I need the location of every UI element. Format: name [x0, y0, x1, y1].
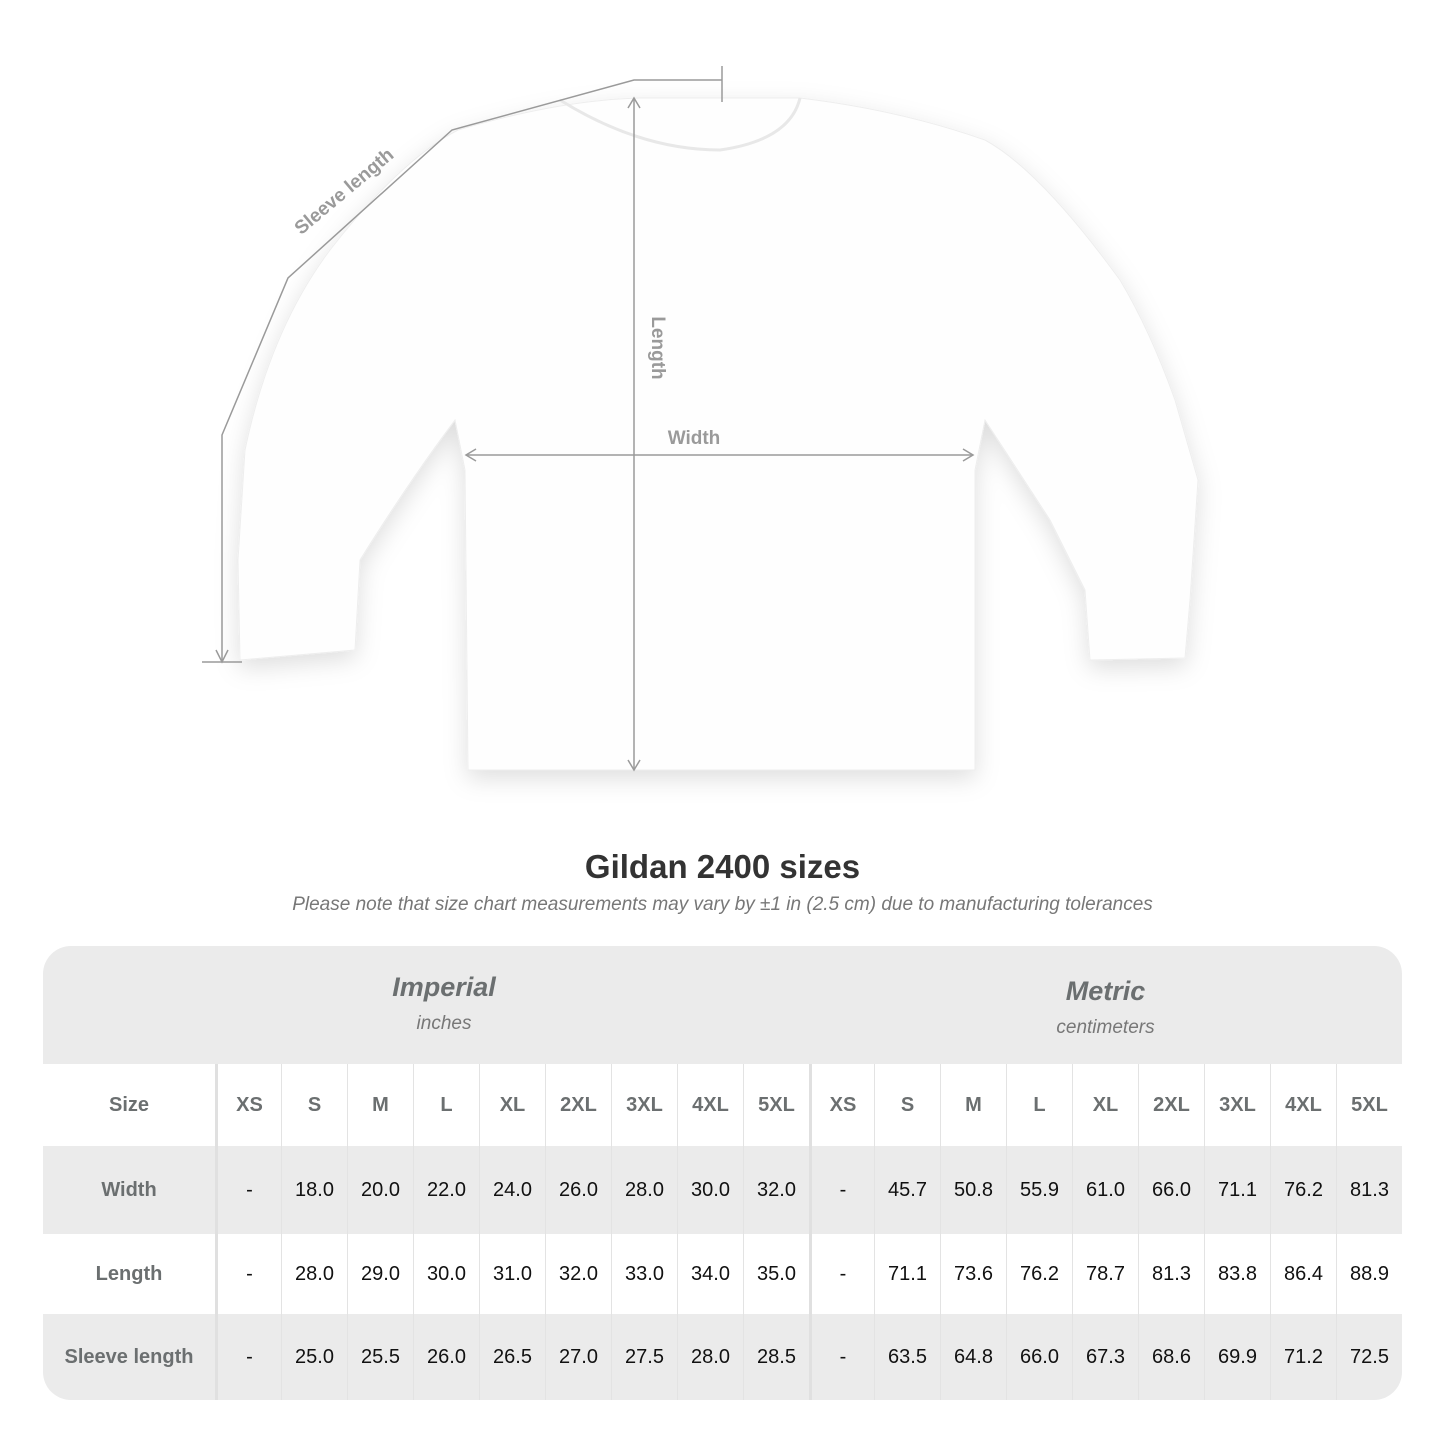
imperial-title: Imperial — [392, 972, 496, 1002]
imperial-header: Imperial inches — [215, 972, 673, 1035]
size-header-cell: 4XL — [677, 1064, 743, 1146]
imperial-value-cell: 18.0 — [281, 1146, 347, 1234]
metric-value-cell: 73.6 — [940, 1234, 1006, 1314]
imperial-value-cell: 29.0 — [347, 1234, 413, 1314]
row-label: Length — [95, 1262, 163, 1285]
metric-title: Metric — [1065, 976, 1146, 1006]
metric-value-cell: 55.9 — [1006, 1146, 1072, 1234]
imperial-value-cell: 27.5 — [611, 1314, 677, 1400]
shirt-diagram: Sleeve length Length Width — [202, 66, 1199, 772]
imperial-value-cell: 32.0 — [743, 1146, 809, 1234]
imperial-value-cell: 35.0 — [743, 1234, 809, 1314]
imperial-value-cell: 33.0 — [611, 1234, 677, 1314]
metric-value-cell: 66.0 — [1138, 1146, 1204, 1234]
imperial-value-cell: 25.5 — [347, 1314, 413, 1400]
metric-value-cell: - — [809, 1146, 874, 1234]
metric-value-cell: - — [809, 1314, 874, 1400]
size-header-cell: L — [413, 1064, 479, 1146]
metric-value-cell: 69.9 — [1204, 1314, 1270, 1400]
metric-value-cell: 88.9 — [1336, 1234, 1402, 1314]
shirt-shape — [237, 97, 1199, 771]
metric-value-cell: - — [809, 1234, 874, 1314]
imperial-value-cell: 26.0 — [413, 1314, 479, 1400]
size-header-cell: 4XL — [1270, 1064, 1336, 1146]
tolerance-note: Please note that size chart measurements… — [292, 894, 1153, 915]
row-label: Sleeve length — [64, 1345, 194, 1368]
metric-value-cell: 83.8 — [1204, 1234, 1270, 1314]
metric-value-cell: 76.2 — [1006, 1234, 1072, 1314]
imperial-value-cell: 24.0 — [479, 1146, 545, 1234]
row-label: Size — [108, 1093, 150, 1116]
metric-value-cell: 71.1 — [874, 1234, 940, 1314]
metric-value-cell: 64.8 — [940, 1314, 1006, 1400]
metric-value-cell: 71.1 — [1204, 1146, 1270, 1234]
width-label: Width — [668, 428, 721, 449]
imperial-value-cell: 27.0 — [545, 1314, 611, 1400]
metric-value-cell: 81.3 — [1336, 1146, 1402, 1234]
imperial-value-cell: 25.0 — [281, 1314, 347, 1400]
length-arrow — [627, 96, 641, 772]
imperial-value-cell: - — [215, 1314, 281, 1400]
size-header-cell: XS — [809, 1064, 874, 1146]
table-row: Sleeve length -25.0 25.5 26.0 26.5 27.0 27.5 28… — [43, 1314, 1402, 1400]
metric-value-cell: 45.7 — [874, 1146, 940, 1234]
metric-value-cell: 81.3 — [1138, 1234, 1204, 1314]
width-arrow — [464, 448, 975, 462]
metric-unit: centimeters — [1056, 1017, 1155, 1038]
size-table: Imperial inches Metric centimeters Size X… — [43, 946, 1402, 1400]
size-header-cell: S — [874, 1064, 940, 1146]
size-header-cell: XL — [479, 1064, 545, 1146]
size-header-cell: 3XL — [611, 1064, 677, 1146]
size-header-cell: M — [940, 1064, 1006, 1146]
imperial-unit: inches — [416, 1013, 472, 1034]
metric-value-cell: 66.0 — [1006, 1314, 1072, 1400]
metric-value-cell: 61.0 — [1072, 1146, 1138, 1234]
metric-value-cell: 76.2 — [1270, 1146, 1336, 1234]
row-label: Width — [101, 1178, 157, 1201]
size-header-cell: XL — [1072, 1064, 1138, 1146]
imperial-value-cell: 30.0 — [677, 1146, 743, 1234]
imperial-value-cell: 20.0 — [347, 1146, 413, 1234]
size-header-cell: 2XL — [1138, 1064, 1204, 1146]
metric-value-cell: 50.8 — [940, 1146, 1006, 1234]
size-header-cell: S — [281, 1064, 347, 1146]
imperial-value-cell: - — [215, 1234, 281, 1314]
table-row: Width -18.0 20.0 22.0 24.0 26.0 28.0 30.0 32.0-4… — [43, 1146, 1402, 1234]
unit-header-band — [43, 946, 1402, 1064]
size-header-cell: M — [347, 1064, 413, 1146]
table-row: Length -28.0 29.0 30.0 31.0 32.0 33.0 34.0 35.0-… — [43, 1234, 1402, 1314]
sleeve-length-line — [202, 66, 723, 664]
metric-value-cell: 78.7 — [1072, 1234, 1138, 1314]
imperial-value-cell: 32.0 — [545, 1234, 611, 1314]
imperial-value-cell: 26.0 — [545, 1146, 611, 1234]
metric-value-cell: 71.2 — [1270, 1314, 1336, 1400]
metric-header: Metric centimeters — [809, 976, 1402, 1039]
imperial-value-cell: - — [215, 1146, 281, 1234]
imperial-value-cell: 28.0 — [281, 1234, 347, 1314]
size-header-cell: L — [1006, 1064, 1072, 1146]
metric-value-cell: 67.3 — [1072, 1314, 1138, 1400]
metric-value-cell: 63.5 — [874, 1314, 940, 1400]
size-header-cell: 5XL — [743, 1064, 809, 1146]
size-header-cell: 5XL — [1336, 1064, 1402, 1146]
length-label: Length — [647, 316, 668, 379]
size-header-cell: XS — [215, 1064, 281, 1146]
page-title: Gildan 2400 sizes — [584, 848, 861, 885]
metric-value-cell: 68.6 — [1138, 1314, 1204, 1400]
size-header-cell: 3XL — [1204, 1064, 1270, 1146]
imperial-value-cell: 26.5 — [479, 1314, 545, 1400]
metric-value-cell: 86.4 — [1270, 1234, 1336, 1314]
imperial-value-cell: 28.0 — [611, 1146, 677, 1234]
imperial-value-cell: 28.5 — [743, 1314, 809, 1400]
size-header-row: Size XS S M L XL 2XL 3XL 4XL 5XL XS S M L XL 2XL 3XL 4XL 5… — [43, 1064, 1402, 1146]
size-header-cell: 2XL — [545, 1064, 611, 1146]
imperial-value-cell: 28.0 — [677, 1314, 743, 1400]
imperial-value-cell: 30.0 — [413, 1234, 479, 1314]
imperial-value-cell: 34.0 — [677, 1234, 743, 1314]
imperial-value-cell: 22.0 — [413, 1146, 479, 1234]
imperial-value-cell: 31.0 — [479, 1234, 545, 1314]
metric-value-cell: 72.5 — [1336, 1314, 1402, 1400]
